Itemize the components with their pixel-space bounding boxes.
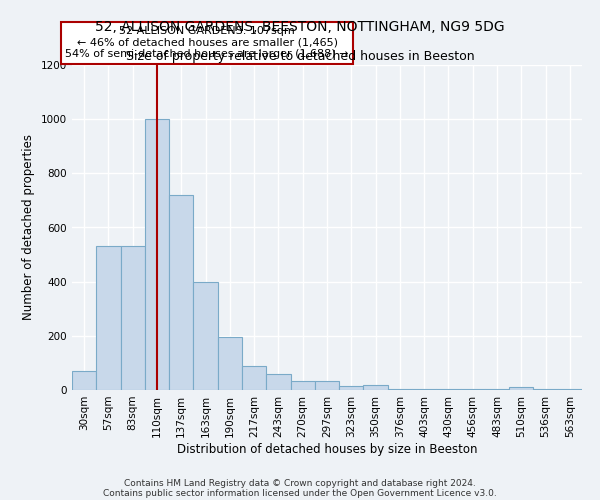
Bar xyxy=(339,386,364,390)
Bar xyxy=(388,388,412,390)
Bar xyxy=(193,282,218,390)
Bar xyxy=(509,388,533,390)
Bar xyxy=(412,388,436,390)
Bar xyxy=(485,388,509,390)
Bar xyxy=(364,384,388,390)
X-axis label: Distribution of detached houses by size in Beeston: Distribution of detached houses by size … xyxy=(177,442,477,456)
Bar xyxy=(461,388,485,390)
Bar xyxy=(72,371,96,390)
Y-axis label: Number of detached properties: Number of detached properties xyxy=(22,134,35,320)
Bar xyxy=(533,388,558,390)
Text: Contains HM Land Registry data © Crown copyright and database right 2024.: Contains HM Land Registry data © Crown c… xyxy=(124,478,476,488)
Text: 52 ALLISON GARDENS: 107sqm
← 46% of detached houses are smaller (1,465)
54% of s: 52 ALLISON GARDENS: 107sqm ← 46% of deta… xyxy=(65,26,349,59)
Bar xyxy=(96,246,121,390)
Bar xyxy=(266,374,290,390)
Bar xyxy=(315,380,339,390)
Bar xyxy=(436,388,461,390)
Bar xyxy=(242,366,266,390)
Bar xyxy=(558,388,582,390)
Bar xyxy=(145,119,169,390)
Bar xyxy=(218,337,242,390)
Bar xyxy=(169,195,193,390)
Bar xyxy=(290,380,315,390)
Text: 52, ALLISON GARDENS, BEESTON, NOTTINGHAM, NG9 5DG: 52, ALLISON GARDENS, BEESTON, NOTTINGHAM… xyxy=(95,20,505,34)
Text: Contains public sector information licensed under the Open Government Licence v3: Contains public sector information licen… xyxy=(103,488,497,498)
Bar xyxy=(121,246,145,390)
Text: Size of property relative to detached houses in Beeston: Size of property relative to detached ho… xyxy=(125,50,475,63)
